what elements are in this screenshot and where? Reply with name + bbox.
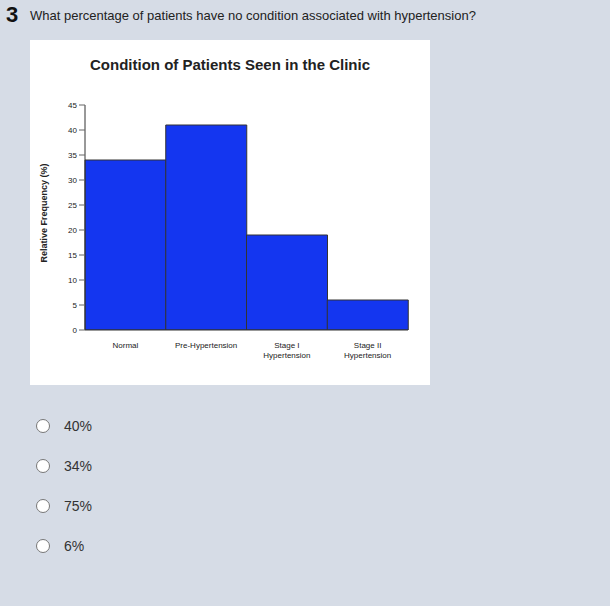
svg-text:15: 15 [68,251,77,260]
svg-text:0: 0 [73,326,78,335]
svg-text:45: 45 [68,101,77,110]
html-text:34%: 34% [64,458,92,474]
svg-text:Stage I: Stage I [274,341,299,350]
html-text:What percentage of patients ha: What percentage of patients have no cond… [30,8,476,23]
html-text:6%: 6% [64,538,85,554]
svg-text:25: 25 [68,201,77,210]
svg-text:Pre-Hypertension: Pre-Hypertension [175,341,237,350]
html-text:Condition of Patients Seen in: Condition of Patients Seen in the Clinic [90,56,370,73]
svg-text:5: 5 [73,301,78,310]
html-text:40%: 40% [64,418,92,434]
svg-text:Relative Frequency (%): Relative Frequency (%) [39,163,49,262]
svg-text:Hypertension: Hypertension [344,351,391,360]
svg-text:20: 20 [68,226,77,235]
svg-text:Hypertension: Hypertension [263,351,310,360]
svg-text:10: 10 [68,276,77,285]
svg-text:35: 35 [68,151,77,160]
html-text:75%: 75% [64,498,92,514]
html-text:3: 3 [6,2,19,27]
svg-text:30: 30 [68,176,77,185]
svg-text:Normal: Normal [112,341,138,350]
svg-text:Stage II: Stage II [354,341,382,350]
svg-text:40: 40 [68,126,77,135]
